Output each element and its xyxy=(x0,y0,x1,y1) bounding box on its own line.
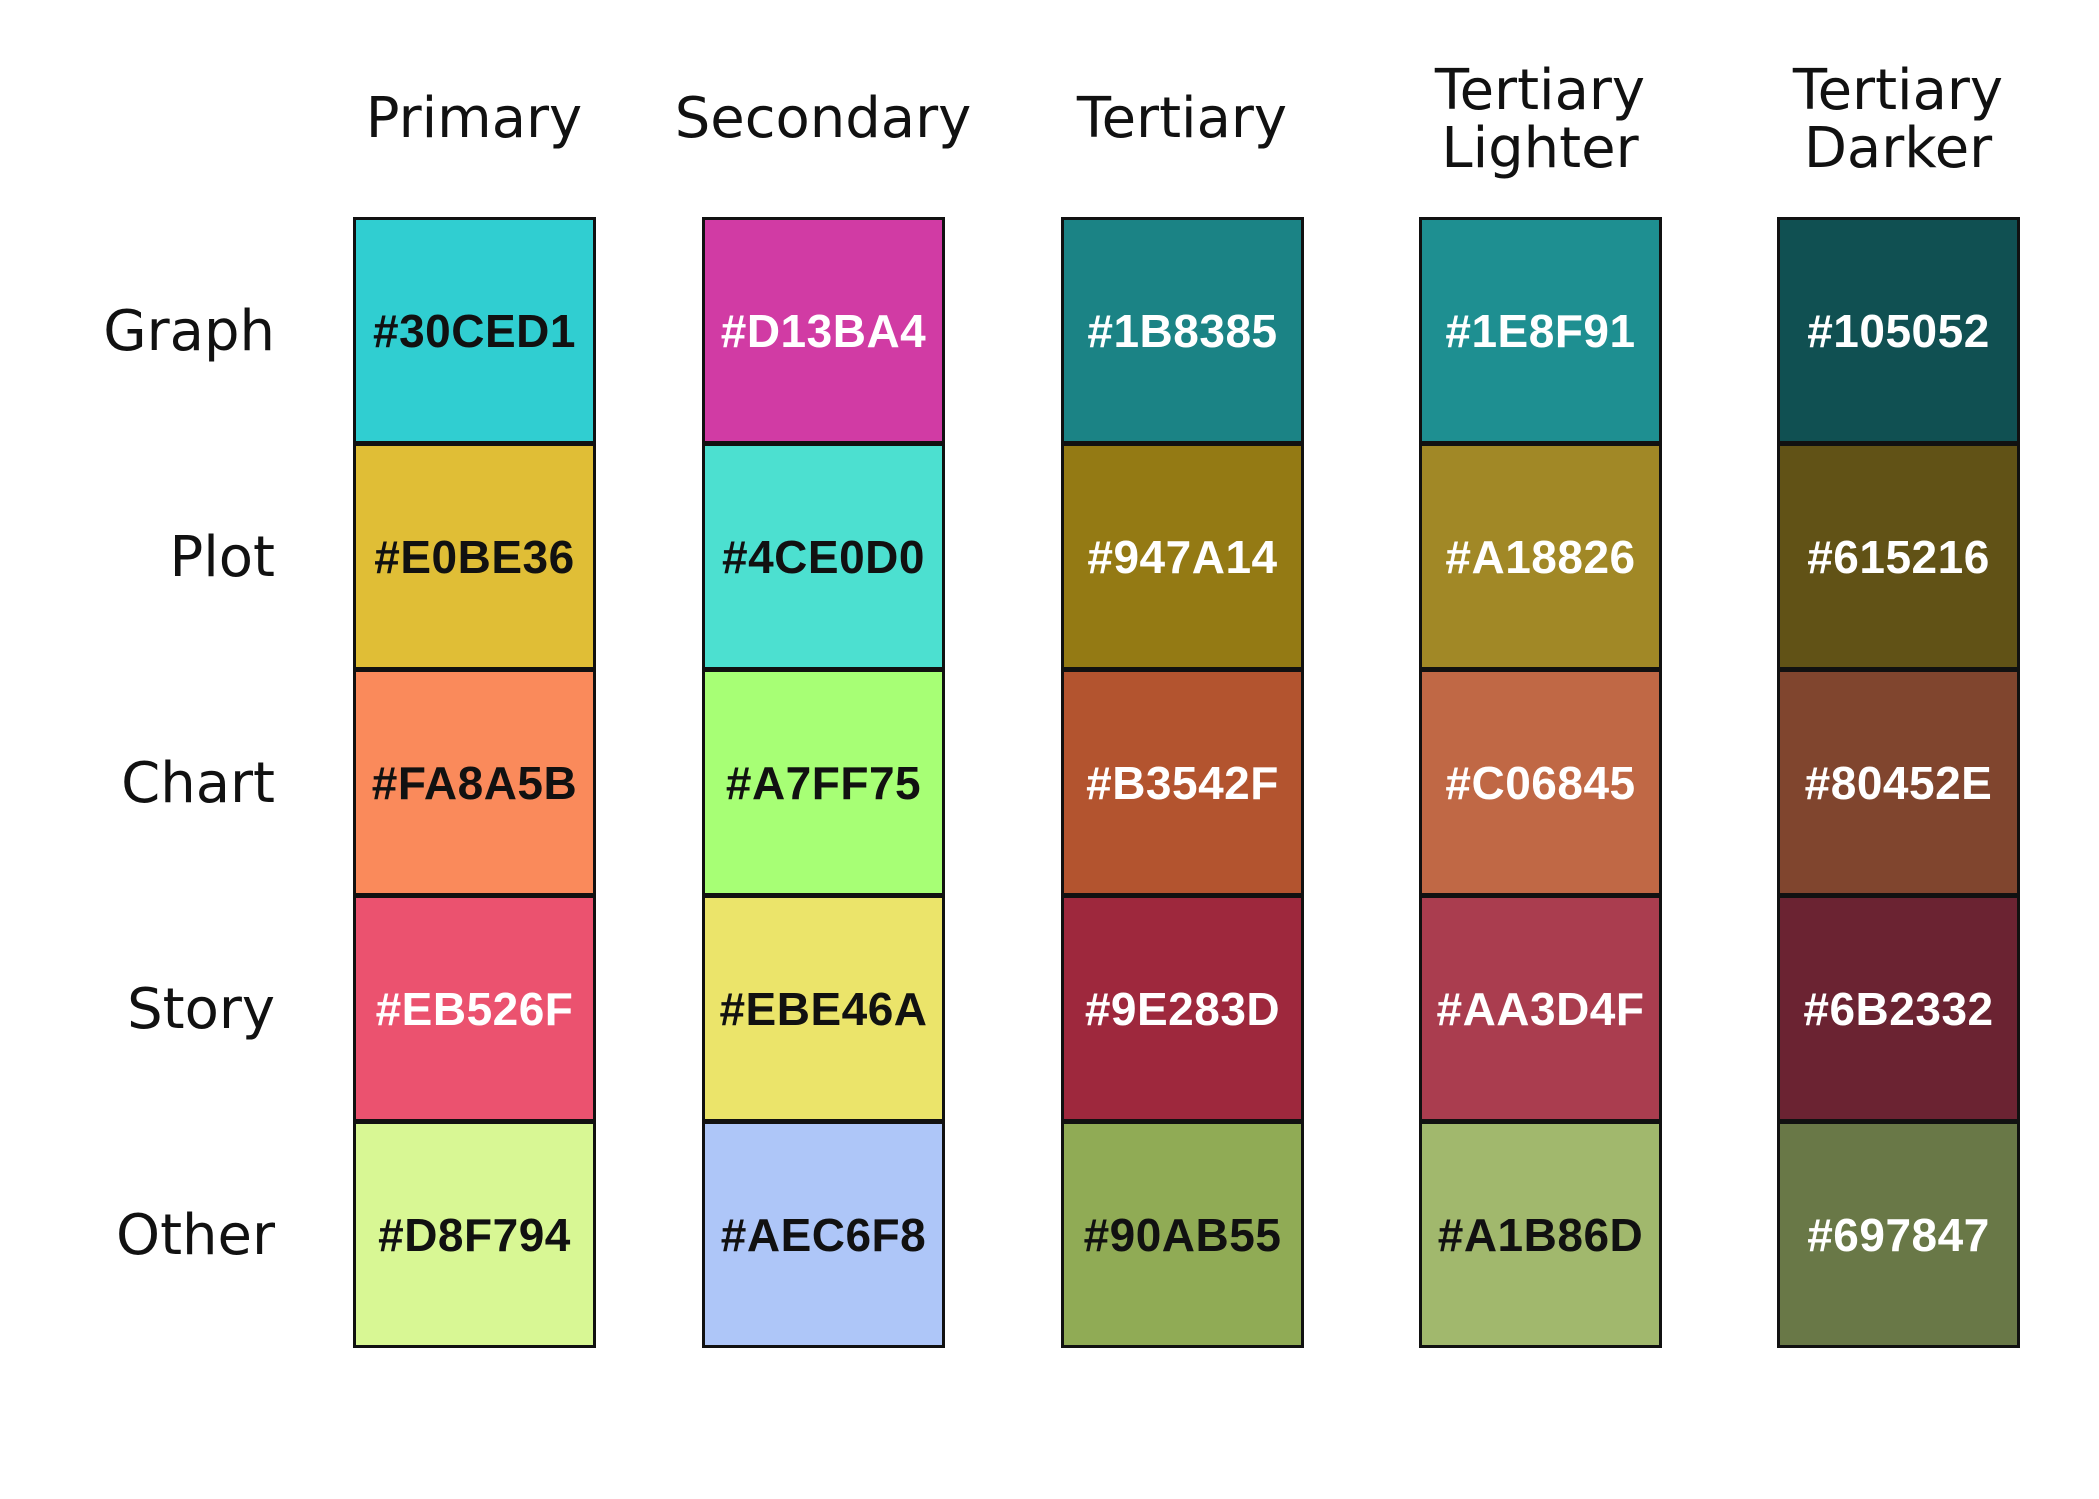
color-swatch: #105052 xyxy=(1777,217,2020,444)
hex-code-label: #80452E xyxy=(1804,756,1993,809)
hex-code-label: #4CE0D0 xyxy=(722,530,925,583)
row-label: Story xyxy=(127,977,275,1042)
hex-code-label: #1B8385 xyxy=(1087,304,1278,357)
hex-code-label: #947A14 xyxy=(1087,530,1278,583)
hex-code-label: #EBE46A xyxy=(719,982,928,1035)
color-swatch: #C06845 xyxy=(1419,669,1662,896)
color-swatch: #B3542F xyxy=(1061,669,1304,896)
hex-code-label: #FA8A5B xyxy=(371,756,578,809)
hex-code-label: #A7FF75 xyxy=(725,756,922,809)
hex-code-label: #EB526F xyxy=(375,982,574,1035)
hex-code-label: #615216 xyxy=(1807,530,1990,583)
color-swatch: #80452E xyxy=(1777,669,2020,896)
row-label: Plot xyxy=(169,525,275,590)
column-title: Tertiary xyxy=(1076,86,1288,151)
color-swatch: #947A14 xyxy=(1061,443,1304,670)
hex-code-label: #D8F794 xyxy=(378,1208,571,1261)
color-swatch: #EBE46A xyxy=(702,895,945,1122)
hex-code-label: #AEC6F8 xyxy=(720,1208,927,1261)
color-swatch: #1B8385 xyxy=(1061,217,1304,444)
column-title: Tertiary Lighter xyxy=(1434,58,1646,181)
color-swatch: #1E8F91 xyxy=(1419,217,1662,444)
color-swatch: #615216 xyxy=(1777,443,2020,670)
column-title: Tertiary Darker xyxy=(1792,58,2004,181)
hex-code-label: #C06845 xyxy=(1445,756,1636,809)
color-swatch: #D13BA4 xyxy=(702,217,945,444)
row-label: Graph xyxy=(103,299,275,364)
color-swatch: #AA3D4F xyxy=(1419,895,1662,1122)
hex-code-label: #D13BA4 xyxy=(720,304,927,357)
hex-code-label: #A18826 xyxy=(1445,530,1636,583)
color-swatch: #AEC6F8 xyxy=(702,1121,945,1348)
color-swatch: #A1B86D xyxy=(1419,1121,1662,1348)
hex-code-label: #E0BE36 xyxy=(374,530,575,583)
color-swatch: #30CED1 xyxy=(353,217,596,444)
hex-code-label: #9E283D xyxy=(1084,982,1281,1035)
hex-code-label: #A1B86D xyxy=(1437,1208,1644,1261)
hex-code-label: #6B2332 xyxy=(1803,982,1994,1035)
color-swatch: #90AB55 xyxy=(1061,1121,1304,1348)
color-swatch: #D8F794 xyxy=(353,1121,596,1348)
hex-code-label: #1E8F91 xyxy=(1445,304,1636,357)
hex-code-label: #105052 xyxy=(1807,304,1990,357)
row-label: Other xyxy=(115,1203,275,1268)
color-swatch: #EB526F xyxy=(353,895,596,1122)
color-swatch: #FA8A5B xyxy=(353,669,596,896)
color-swatch: #6B2332 xyxy=(1777,895,2020,1122)
hex-code-label: #697847 xyxy=(1807,1208,1990,1261)
hex-code-label: #AA3D4F xyxy=(1436,982,1645,1035)
column-title: Primary xyxy=(365,86,583,151)
column-title: Secondary xyxy=(674,86,972,151)
row-label: Chart xyxy=(121,751,275,816)
color-swatch: #E0BE36 xyxy=(353,443,596,670)
color-swatch: #A18826 xyxy=(1419,443,1662,670)
hex-code-label: #90AB55 xyxy=(1083,1208,1282,1261)
color-swatch: #A7FF75 xyxy=(702,669,945,896)
color-swatch: #697847 xyxy=(1777,1121,2020,1348)
hex-code-label: #30CED1 xyxy=(373,304,576,357)
color-swatch: #4CE0D0 xyxy=(702,443,945,670)
hex-code-label: #B3542F xyxy=(1086,756,1279,809)
color-swatch: #9E283D xyxy=(1061,895,1304,1122)
